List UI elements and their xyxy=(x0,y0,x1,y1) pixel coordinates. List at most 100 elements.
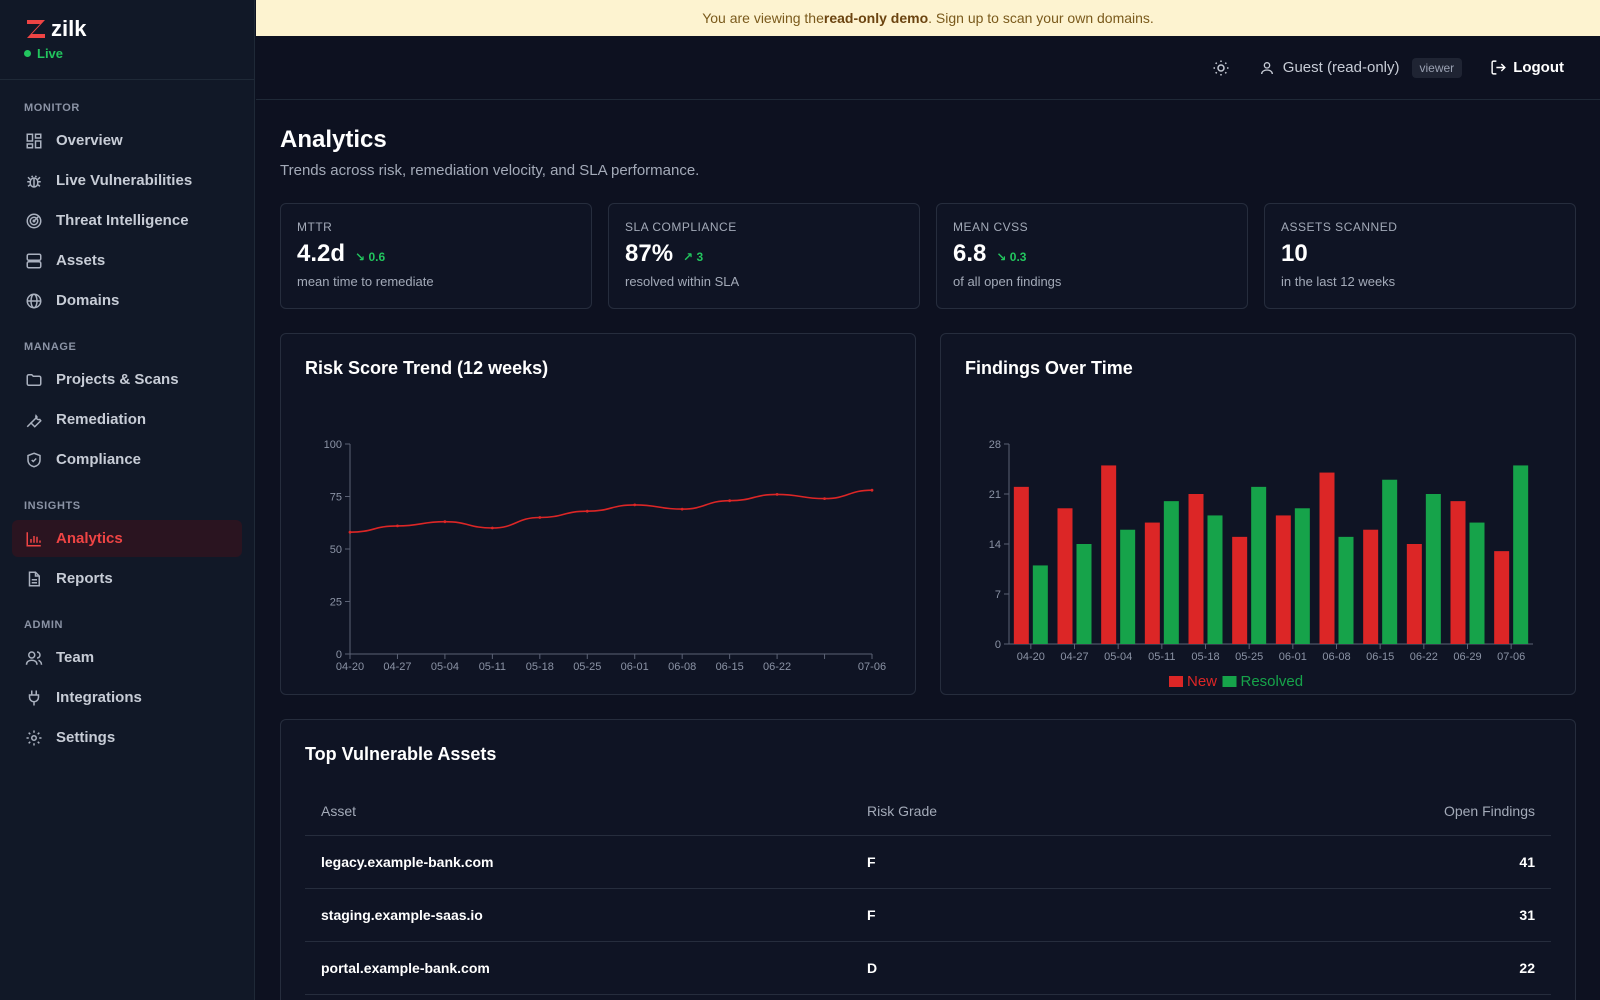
zilk-logo-icon xyxy=(27,20,45,38)
x-tick-label: 05-25 xyxy=(573,661,601,673)
nav-label: Live Vulnerabilities xyxy=(56,172,193,189)
legend-swatch-new xyxy=(1169,676,1183,687)
kpi-delta-value: 0.6 xyxy=(368,250,386,264)
nav-item-overview[interactable]: Overview xyxy=(12,122,242,159)
bar-new xyxy=(1232,536,1248,644)
bar-new xyxy=(1363,529,1379,644)
kpi-desc: in the last 12 weeks xyxy=(1281,274,1396,289)
bar-new xyxy=(1494,551,1510,644)
table-row[interactable]: legacy.example-bank.com F 41 xyxy=(305,835,1551,889)
shield-check-icon xyxy=(24,450,44,470)
nav-item-team[interactable]: Team xyxy=(12,639,242,676)
logout-button[interactable]: Logout xyxy=(1490,59,1564,76)
folder-icon xyxy=(24,370,44,390)
x-tick-label: 06-08 xyxy=(668,661,696,673)
kpi-card-sla: SLA COMPLIANCE 87% ↗ 3 resolved within S… xyxy=(608,203,920,309)
col-risk-grade[interactable]: Risk Grade xyxy=(851,787,1351,836)
legend-label-resolved: Resolved xyxy=(1241,673,1304,690)
page-title: Analytics xyxy=(280,126,387,153)
asset-cell: legacy.example-bank.com xyxy=(305,835,851,889)
demo-banner: You are viewing the read-only demo. Sign… xyxy=(256,0,1600,36)
nav-heading-insights: INSIGHTS xyxy=(24,500,81,512)
table-row[interactable]: staging.example-saas.io F 31 xyxy=(305,888,1551,942)
kpi-card-cvss: MEAN CVSS 6.8 ↘ 0.3 of all open findings xyxy=(936,203,1248,309)
kpi-card-mttr: MTTR 4.2d ↘ 0.6 mean time to remediate xyxy=(280,203,592,309)
bar-new xyxy=(1450,501,1466,644)
x-tick-label: 05-18 xyxy=(1191,651,1219,663)
risk-trend-card: Risk Score Trend (12 weeks) 0 25 50 75 100 04… xyxy=(280,333,916,695)
table-title: Top Vulnerable Assets xyxy=(305,744,497,764)
nav-item-threat-intelligence[interactable]: Threat Intelligence xyxy=(12,202,242,239)
bar-resolved xyxy=(1032,565,1048,644)
nav-item-integrations[interactable]: Integrations xyxy=(12,679,242,716)
col-asset[interactable]: Asset xyxy=(305,787,851,836)
bar-resolved xyxy=(1207,515,1223,644)
arrow-down-right-icon: ↘ xyxy=(996,250,1007,264)
chart-title: Findings Over Time xyxy=(965,358,1133,378)
nav-label: Compliance xyxy=(56,451,142,468)
data-point xyxy=(538,516,542,519)
bar-resolved xyxy=(1382,479,1398,644)
nav-item-compliance[interactable]: Compliance xyxy=(12,441,242,478)
user-menu[interactable]: Guest (read-only) viewer xyxy=(1259,57,1463,78)
x-tick-label: 06-08 xyxy=(1322,651,1350,663)
y-tick-label: 25 xyxy=(330,597,342,609)
nav-item-live-vulnerabilities[interactable]: Live Vulnerabilities xyxy=(12,162,242,199)
asset-cell: portal.example-bank.com xyxy=(305,941,851,995)
risk-score-line xyxy=(349,489,873,533)
x-tick-label: 04-20 xyxy=(336,661,364,673)
y-tick-label: 0 xyxy=(995,639,1001,651)
bar-resolved xyxy=(1469,522,1485,644)
chart-title: Risk Score Trend (12 weeks) xyxy=(305,358,549,378)
logo[interactable]: zilk xyxy=(24,16,230,42)
nav-item-reports[interactable]: Reports xyxy=(12,560,242,597)
findings-cell: 41 xyxy=(1351,835,1551,889)
nav-label: Projects & Scans xyxy=(56,371,179,388)
charts-row: Risk Score Trend (12 weeks) 0 25 50 75 100 04… xyxy=(280,333,1576,695)
nav-item-domains[interactable]: Domains xyxy=(12,282,242,319)
grade-cell: F xyxy=(851,835,1351,889)
x-tick-label: 04-27 xyxy=(383,661,411,673)
plug-icon xyxy=(24,688,44,708)
kpi-delta-value: 0.3 xyxy=(1009,250,1027,264)
x-tick-label: 05-11 xyxy=(479,661,506,673)
nav-label: Remediation xyxy=(56,411,147,428)
col-open-findings[interactable]: Open Findings xyxy=(1351,787,1551,836)
banner-emphasis[interactable]: read-only demo xyxy=(823,10,929,26)
x-tick-label: 06-22 xyxy=(1410,651,1438,663)
data-point xyxy=(585,509,589,513)
bar-resolved xyxy=(1251,486,1267,644)
kpi-label: MEAN CVSS xyxy=(953,220,1029,234)
nav-item-settings[interactable]: Settings xyxy=(12,719,242,756)
findings-chart: 0 7 14 21 28 04-20 04-27 05-04 05-11 05-18 05-25 06… xyxy=(989,439,1533,690)
risk-trend-chart: 0 25 50 75 100 04-20 04-27 05-04 05-11 05-18 05-25… xyxy=(324,439,886,673)
main-content: Analytics Trends across risk, remediatio… xyxy=(280,100,1576,1000)
nav-item-analytics[interactable]: Analytics xyxy=(12,520,242,557)
kpi-delta: ↘ 0.3 xyxy=(996,250,1026,264)
bar-resolved xyxy=(1338,536,1354,644)
page-subtitle: Trends across risk, remediation velocity… xyxy=(280,162,700,179)
gear-icon xyxy=(24,728,44,748)
x-tick-label: 06-29 xyxy=(1453,651,1481,663)
arrow-up-right-icon: ↗ xyxy=(683,250,694,264)
theme-toggle-sun-icon[interactable] xyxy=(1207,54,1235,82)
bar-new xyxy=(1057,508,1073,644)
top-header: Guest (read-only) viewer Logout xyxy=(256,36,1600,100)
logout-icon xyxy=(1491,60,1507,75)
bar-new xyxy=(1188,494,1204,644)
bar-new xyxy=(1275,515,1291,644)
nav-label: Analytics xyxy=(56,530,123,547)
kpi-delta: ↗ 3 xyxy=(683,250,703,264)
kpi-desc: of all open findings xyxy=(953,274,1062,289)
findings-card: Findings Over Time 0 7 14 21 28 04-20 04-27 05-… xyxy=(940,333,1576,695)
arrow-down-right-icon: ↘ xyxy=(355,250,366,264)
brand: zilk Live xyxy=(0,0,254,80)
data-point xyxy=(490,526,494,530)
kpi-label: MTTR xyxy=(297,220,333,234)
nav-item-projects-scans[interactable]: Projects & Scans xyxy=(12,361,242,398)
table-row[interactable]: portal.example-bank.com D 22 xyxy=(305,941,1551,995)
legend-label-new: New xyxy=(1187,673,1217,690)
top-assets-card: Top Vulnerable Assets Asset Risk Grade O… xyxy=(280,719,1576,1000)
nav-item-assets[interactable]: Assets xyxy=(12,242,242,279)
nav-item-remediation[interactable]: Remediation xyxy=(12,401,242,438)
